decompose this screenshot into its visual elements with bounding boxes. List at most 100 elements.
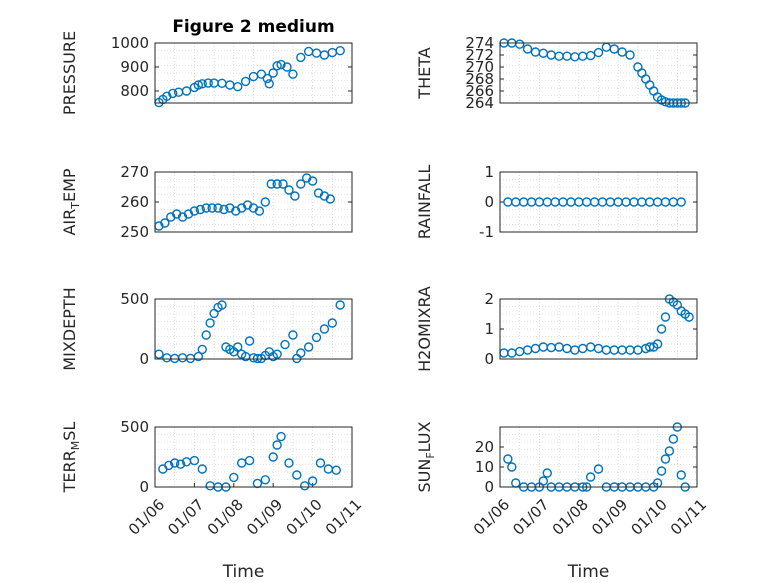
x-tick-label: 01/11 (322, 495, 365, 538)
data-point (325, 194, 336, 204)
data-point (284, 185, 294, 195)
x-tick-label: 01/06 (125, 495, 168, 538)
data-point (296, 348, 306, 358)
data-point (327, 318, 337, 328)
data-point (272, 179, 282, 189)
data-point (168, 88, 178, 99)
subplot-pressure: 800 900 1000 PRESSURE Figure 2 medium (60, 17, 353, 115)
chart-title: Figure 2 medium (172, 17, 334, 37)
data-point (217, 300, 227, 310)
y-tick-label: -1 (479, 223, 494, 241)
data-point (160, 218, 170, 228)
data-point (507, 462, 517, 472)
data-point (169, 458, 180, 468)
axes-box (154, 171, 353, 233)
data-point (272, 61, 282, 71)
data-point (660, 454, 671, 464)
x-tick-label: 01/09 (243, 495, 286, 538)
data-point (205, 318, 215, 328)
data-point (660, 312, 671, 322)
data-point (280, 339, 290, 350)
data-point (203, 78, 213, 88)
y-tick-label: 0 (484, 478, 494, 496)
y-axis-label: MIXDEPTH (60, 287, 79, 370)
data-point (676, 197, 686, 207)
data-point (335, 300, 345, 310)
data-point (645, 342, 655, 352)
y-axis-label: TERRMSL (60, 422, 82, 494)
data-point (288, 330, 298, 340)
data-point (264, 79, 274, 89)
data-point (189, 455, 200, 466)
y-tick-label: 0 (484, 193, 494, 211)
y-tick-label: 268 (465, 70, 494, 88)
data-point (260, 197, 271, 207)
y-tick-label: 266 (465, 82, 494, 100)
data-point (229, 472, 239, 483)
data-point (290, 191, 300, 201)
y-tick-label: 0 (139, 478, 149, 496)
data-point (542, 468, 552, 478)
y-axis-label: RAINFALL (415, 165, 434, 240)
data-point (201, 203, 211, 213)
axes-box (499, 42, 698, 104)
data-point (625, 50, 635, 60)
data-point (593, 47, 604, 58)
data-point (296, 179, 306, 189)
y-axis-label: H2OMIXRA (415, 286, 434, 372)
data-point (244, 455, 255, 466)
data-point (315, 458, 326, 468)
data-point (538, 476, 549, 486)
data-point (276, 431, 286, 442)
data-point (193, 351, 204, 362)
data-point (256, 69, 267, 79)
data-point (268, 68, 278, 78)
y-tick-label: 10 (475, 458, 494, 476)
y-tick-label: 1000 (111, 34, 149, 52)
axes-box (154, 298, 353, 360)
axes-box (154, 426, 353, 488)
x-tick-label: 01/08 (204, 495, 247, 538)
data-point (266, 179, 276, 189)
axes-box (499, 426, 698, 488)
subplot-rainfall: -1 0 1 RAINFALL (415, 163, 698, 241)
x-tick-label: 01/10 (282, 495, 325, 538)
subplot-air-temp: 250 260 270 AIRTEMP (60, 163, 353, 241)
y-tick-label: 500 (120, 290, 149, 308)
data-point (652, 339, 663, 349)
data-point (193, 80, 204, 90)
x-tick-label: 01/06 (470, 495, 513, 538)
data-point (503, 454, 513, 464)
data-point (676, 470, 686, 480)
data-point (272, 440, 282, 450)
data-point (585, 472, 596, 482)
data-point (668, 434, 679, 444)
axes-box (499, 298, 698, 360)
subplot-h2omixra: 0 1 2 H2OMIXRA (415, 286, 698, 372)
y-tick-label: 274 (465, 34, 494, 52)
data-point (268, 452, 278, 462)
data-point (240, 76, 251, 87)
data-point (292, 470, 302, 480)
data-point (213, 203, 223, 213)
y-tick-label: 250 (120, 223, 149, 241)
y-tick-label: 0 (484, 350, 494, 368)
y-tick-label: 900 (120, 58, 149, 76)
data-point (656, 466, 667, 476)
data-point (195, 204, 206, 215)
data-point (254, 206, 265, 216)
data-point (684, 312, 694, 322)
y-tick-label: 0 (139, 350, 149, 368)
x-tick-label: 01/08 (549, 495, 592, 538)
y-tick-label: 272 (465, 46, 494, 64)
data-point (307, 476, 318, 486)
data-point (585, 50, 596, 61)
y-tick-label: 264 (465, 94, 494, 112)
data-point (515, 39, 525, 49)
data-point (303, 342, 314, 352)
x-axis-label: Time (567, 562, 610, 582)
data-point (522, 44, 533, 54)
x-tick-label: 01/07 (509, 495, 552, 538)
